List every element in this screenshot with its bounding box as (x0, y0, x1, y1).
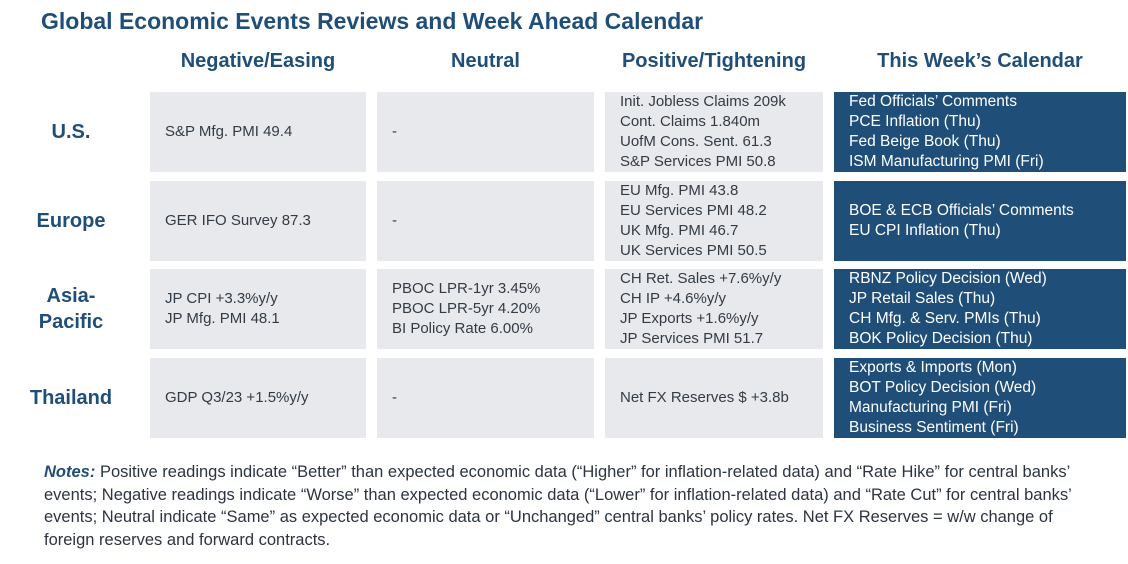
cell-line: Business Sentiment (Fri) (849, 419, 1019, 436)
row-label-line: Europe (36, 210, 106, 232)
cell-line: JP Retail Sales (Thu) (849, 290, 996, 307)
cell-line: S&P Mfg. PMI 49.4 (165, 123, 293, 140)
cell-line: Init. Jobless Claims 209k (620, 93, 786, 110)
cell-positive: Init. Jobless Claims 209k Cont. Claims 1.… (605, 92, 823, 172)
cell-line: GER IFO Survey 87.3 (165, 212, 311, 229)
page-title: Global Economic Events Reviews and Week … (41, 8, 704, 34)
cell-line: - (392, 123, 397, 140)
cell-negative: GDP Q3/23 +1.5%y/y (150, 358, 366, 438)
cell-line: BOT Policy Decision (Wed) (849, 379, 1037, 396)
cell-calendar: Exports & Imports (Mon) BOT Policy Decisi… (834, 358, 1126, 438)
cell-line: BI Policy Rate 6.00% (392, 320, 533, 337)
cell-line: ISM Manufacturing PMI (Fri) (849, 153, 1044, 170)
cell-neutral: - (377, 181, 594, 261)
row-label: Asia- Pacific (0, 269, 142, 349)
cell-line: BOE & ECB Officials’ Comments (849, 202, 1074, 219)
column-header-negative: Negative/Easing (180, 50, 336, 72)
row-label: Thailand (0, 358, 142, 438)
cell-line: S&P Services PMI 50.8 (620, 153, 776, 170)
cell-line: RBNZ Policy Decision (Wed) (849, 270, 1047, 287)
cell-neutral: PBOC LPR-1yr 3.45% PBOC LPR-5yr 4.20% BI P… (377, 269, 594, 349)
cell-calendar: RBNZ Policy Decision (Wed) JP Retail Sale… (834, 269, 1126, 349)
row-label: U.S. (0, 92, 142, 172)
cell-negative: GER IFO Survey 87.3 (150, 181, 366, 261)
cell-line: Fed Beige Book (Thu) (849, 133, 1001, 150)
cell-negative: JP CPI +3.3%y/y JP Mfg. PMI 48.1 (150, 269, 366, 349)
cell-line: JP Mfg. PMI 48.1 (165, 310, 280, 327)
row-label-line: Thailand (29, 387, 113, 409)
cell-line: - (392, 389, 397, 406)
cell-line: PCE Inflation (Thu) (849, 113, 981, 130)
cell-line: BOK Policy Decision (Thu) (849, 330, 1033, 347)
column-header-calendar: This Week’s Calendar (877, 50, 1083, 72)
notes-text: Positive readings indicate “Better” than… (44, 463, 1072, 549)
cell-line: - (392, 212, 397, 229)
cell-line: PBOC LPR-5yr 4.20% (392, 300, 541, 317)
cell-line: CH Mfg. & Serv. PMIs (Thu) (849, 310, 1041, 327)
cell-line: UK Services PMI 50.5 (620, 242, 767, 259)
cell-line: UofM Cons. Sent. 61.3 (620, 133, 772, 150)
notes-label: Notes: (44, 463, 96, 481)
row-label-line: Asia- (46, 285, 96, 307)
column-header-neutral: Neutral (451, 50, 520, 72)
column-header-positive: Positive/Tightening (621, 50, 807, 72)
cell-line: PBOC LPR-1yr 3.45% (392, 280, 541, 297)
cell-line: CH IP +4.6%y/y (620, 290, 727, 307)
notes: Notes: Positive readings indicate “Bette… (44, 461, 1104, 551)
cell-neutral: - (377, 358, 594, 438)
cell-line: Fed Officials’ Comments (849, 93, 1017, 110)
cell-line: JP Services PMI 51.7 (620, 330, 764, 347)
row-label: Europe (0, 181, 142, 261)
cell-line: EU Mfg. PMI 43.8 (620, 182, 739, 199)
cell-line: Manufacturing PMI (Fri) (849, 399, 1012, 416)
cell-line: EU CPI Inflation (Thu) (849, 222, 1001, 239)
cell-line: GDP Q3/23 +1.5%y/y (165, 389, 309, 406)
cell-line: UK Mfg. PMI 46.7 (620, 222, 739, 239)
cell-positive: EU Mfg. PMI 43.8 EU Services PMI 48.2 UK M… (605, 181, 823, 261)
cell-line: CH Ret. Sales +7.6%y/y (620, 270, 782, 287)
cell-calendar: BOE & ECB Officials’ Comments EU CPI Infl… (834, 181, 1126, 261)
cell-line: Exports & Imports (Mon) (849, 359, 1017, 376)
cell-line: EU Services PMI 48.2 (620, 202, 767, 219)
cell-positive: Net FX Reserves $ +3.8b (605, 358, 823, 438)
cell-negative: S&P Mfg. PMI 49.4 (150, 92, 366, 172)
cell-positive: CH Ret. Sales +7.6%y/y CH IP +4.6%y/y JP E… (605, 269, 823, 349)
cell-calendar: Fed Officials’ Comments PCE Inflation (Th… (834, 92, 1126, 172)
row-label-line: Pacific (38, 311, 104, 333)
cell-line: Net FX Reserves $ +3.8b (620, 389, 789, 406)
cell-line: JP CPI +3.3%y/y (165, 290, 278, 307)
cell-line: Cont. Claims 1.840m (620, 113, 761, 130)
cell-line: JP Exports +1.6%y/y (620, 310, 759, 327)
row-label-line: U.S. (51, 121, 91, 143)
cell-neutral: - (377, 92, 594, 172)
